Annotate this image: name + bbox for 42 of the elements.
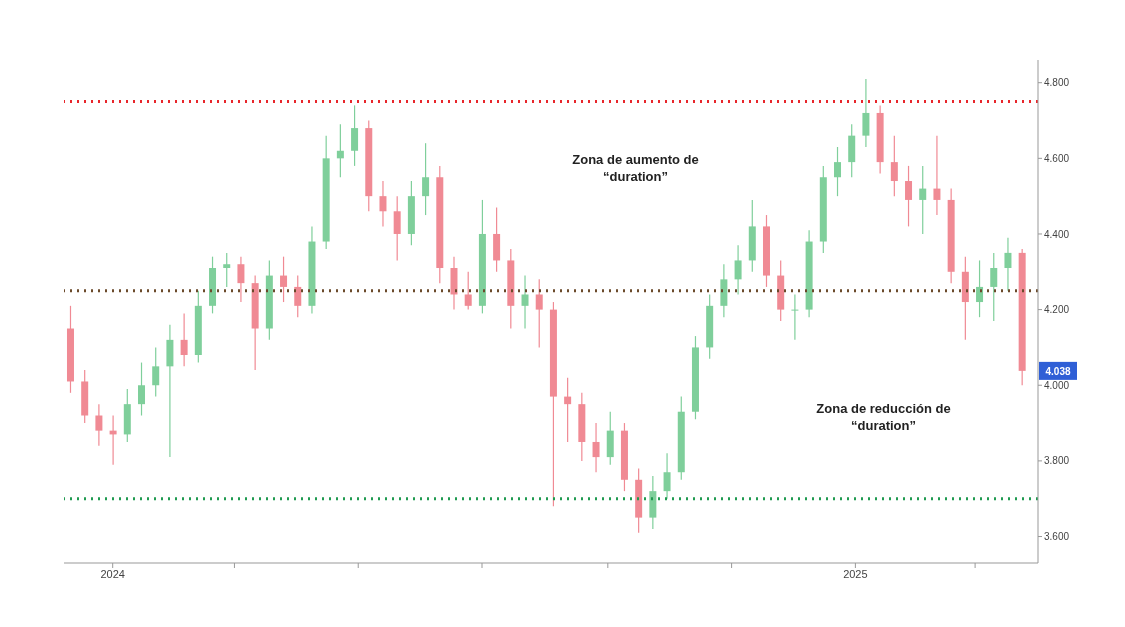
candlestick [1004,237,1012,292]
y-tick-label: 3.800 [1044,455,1070,467]
candlestick [834,146,842,197]
annotation: Zona de aumento de “duration” [571,150,700,185]
y-tick-label: 4.000 [1044,379,1070,391]
candlestick [351,104,359,167]
candlestick [976,259,984,318]
y-tick-label: 4.200 [1044,304,1070,316]
y-tick-label: 4.800 [1044,77,1070,89]
candlestick [919,165,927,235]
candlestick [393,195,401,262]
candlestick [237,256,245,303]
y-tick-label: 4.600 [1044,152,1070,164]
x-tick-label: 2025 [843,567,868,580]
candlestick [280,256,288,303]
y-tick-label: 3.600 [1044,531,1070,543]
candlestick [336,123,344,178]
candlestick [379,180,387,228]
candlestick [521,274,529,330]
candlestick [734,244,742,296]
candlestick [294,274,302,318]
annotation: 4.038 [1045,365,1071,377]
annotation: Zona de reducción de “duration” [815,400,952,435]
candlestick [180,312,188,367]
candlestick [535,278,543,349]
candlestick [905,165,913,228]
candlestick [592,422,600,473]
candlestick [95,403,103,447]
candlestick [933,135,941,216]
candlestick [564,377,572,443]
candlestick [862,78,870,148]
candlestick [890,135,898,197]
x-tick-label: 2024 [100,567,125,580]
candlestick [464,271,472,311]
candlestick [152,346,160,398]
candlestick [990,252,998,322]
candlestick [138,361,146,417]
candlestick [663,452,671,500]
candlestick [223,252,231,288]
y-tick-label: 4.400 [1044,228,1070,240]
candlestick [422,142,430,216]
candlestick [791,293,799,341]
